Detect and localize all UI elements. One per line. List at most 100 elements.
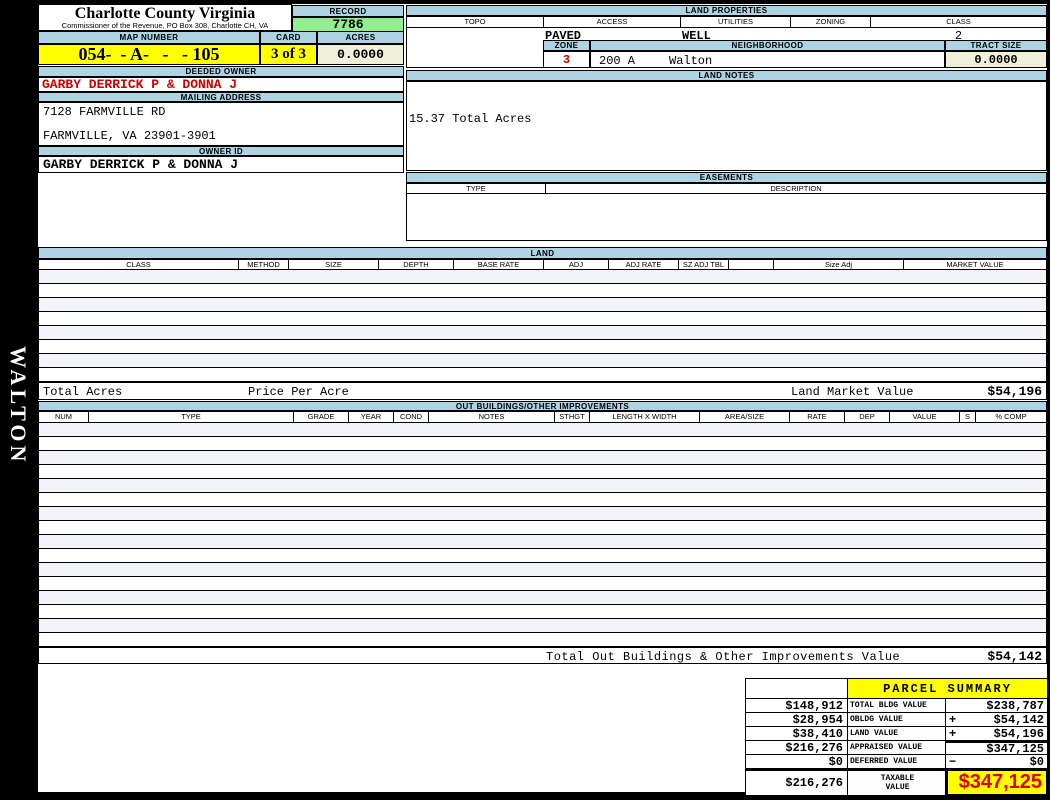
land-properties-column-header: ZONING [791, 17, 871, 27]
land-column-header: MARKET VALUE [946, 260, 1004, 269]
land-properties-title: LAND PROPERTIES [406, 5, 1047, 16]
out-buildings-column-header: % COMP [995, 412, 1027, 421]
out-buildings-total-label: Total Out Buildings & Other Improvements… [546, 650, 901, 664]
land-column-header: SIZE [289, 260, 379, 269]
taxable-label-text: TAXABLE VALUE [880, 774, 915, 792]
empty-row [39, 521, 1046, 535]
empty-row [39, 591, 1046, 605]
out-buildings-column-header: AREA/SIZE [700, 412, 790, 422]
empty-row [39, 284, 1046, 298]
sidebar-vertical-label: WALTON [6, 346, 31, 466]
empty-row [39, 340, 1046, 354]
easements-column-header: DESCRIPTION [770, 184, 822, 193]
utilities-value: WELL [682, 29, 711, 43]
empty-row [39, 619, 1046, 633]
summary-right-value: $238,787 [986, 699, 1044, 713]
easements-column-header: TYPE [407, 184, 546, 194]
empty-row [39, 563, 1046, 577]
zone-label: ZONE [543, 40, 590, 51]
county-subtitle: Commissioner of the Revenue, PO Box 308,… [61, 21, 269, 30]
parcel-summary-title: PARCEL SUMMARY [848, 679, 1048, 699]
card-label: CARD [260, 31, 317, 44]
map-number-value: 054- - A- - - 105 [38, 44, 260, 65]
record-label: RECORD [292, 5, 404, 17]
out-buildings-title: OUT BUILDINGS/OTHER IMPROVEMENTS [38, 401, 1047, 411]
summary-right-cell: $238,787 [946, 699, 1048, 713]
empty-row [39, 507, 1046, 521]
empty-row [39, 465, 1046, 479]
address-line2: FARMVILLE, VA 23901-3901 [43, 129, 216, 143]
out-buildings-column-header: YEAR [349, 412, 394, 422]
out-buildings-table: NUM TYPE GRADE YEAR COND NOTES STHGT LENGTH X W… [38, 411, 1047, 647]
parcel-summary: PARCEL SUMMARY $148,912 TOTAL BLDG VALUE $… [745, 678, 1049, 797]
out-buildings-column-header: S [960, 412, 976, 422]
summary-right-cell: + $54,196 [946, 727, 1048, 741]
property-record-card: Charlotte County Virginia Commissioner o… [38, 4, 1049, 797]
card-value: 3 of 3 [260, 44, 317, 65]
out-buildings-column-header: LENGTH X WIDTH [590, 412, 700, 422]
mailing-address-box: 7128 FARMVILLE RD FARMVILLE, VA 23901-39… [38, 102, 404, 146]
summary-label: APPRAISED VALUE [848, 741, 946, 755]
class-value: 2 [954, 29, 963, 43]
summary-left-value: $148,912 [746, 699, 848, 713]
land-column-header: CLASS [39, 260, 239, 269]
summary-right-cell: $347,125 [946, 741, 1048, 755]
land-column-header: ADJ [544, 260, 609, 269]
empty-row [39, 535, 1046, 549]
summary-left-value: $38,410 [746, 727, 848, 741]
land-note-text: 15.37 Total Acres [409, 112, 532, 126]
summary-right-value: $54,196 [993, 727, 1044, 741]
acres-value: 0.0000 [317, 44, 404, 65]
land-market-value: $54,196 [987, 384, 1042, 399]
summary-right-cell: − $0 [946, 755, 1048, 769]
summary-right-value: $347,125 [986, 741, 1044, 755]
summary-label: DEFERRED VALUE [848, 755, 946, 769]
empty-row [39, 326, 1046, 340]
mailing-address-label: MAILING ADDRESS [38, 92, 404, 102]
map-number-label: MAP NUMBER [38, 31, 260, 44]
deeded-owner-label: DEEDED OWNER [38, 66, 404, 77]
summary-left-value: $216,276 [746, 741, 848, 755]
owner-id-label: OWNER ID [38, 146, 404, 156]
easements-title: EASEMENTS [406, 172, 1047, 183]
zone-value: 3 [543, 51, 590, 68]
land-column-header: ADJ RATE [609, 260, 679, 269]
empty-row [39, 312, 1046, 326]
land-properties-column-header: TOPO [407, 17, 544, 27]
out-buildings-column-header: VALUE [890, 412, 960, 422]
land-column-header: Size Adj [774, 260, 904, 269]
neighborhood-code: 200 A [599, 54, 636, 68]
land-properties-column-header: ACCESS [544, 17, 681, 27]
summary-operator: + [949, 727, 957, 741]
deeded-owner-value: GARBY DERRICK P & DONNA J [38, 77, 404, 92]
price-per-acre-label: Price Per Acre [248, 385, 349, 399]
empty-row [39, 451, 1046, 465]
address-line1: 7128 FARMVILLE RD [43, 105, 166, 119]
total-acres-label: Total Acres [43, 385, 123, 399]
empty-row [39, 270, 1046, 284]
neighborhood-box: 200 A Walton [590, 51, 945, 68]
access-value: PAVED [545, 29, 582, 43]
empty-row [39, 437, 1046, 451]
county-title: Charlotte County Virginia [74, 5, 256, 22]
taxable-left-value: $216,276 [746, 769, 848, 796]
summary-label: OBLDG VALUE [848, 713, 946, 727]
empty-row [39, 354, 1046, 368]
tract-size-value: 0.0000 [945, 51, 1047, 68]
empty-row [39, 368, 1046, 381]
land-column-header: SZ ADJ TBL [679, 260, 729, 269]
county-header-box: Charlotte County Virginia Commissioner o… [38, 4, 292, 31]
easements-box [406, 193, 1047, 241]
land-column-header: BASE RATE [454, 260, 544, 269]
out-buildings-column-header: TYPE [89, 412, 294, 422]
out-buildings-column-header: DEP [845, 412, 890, 422]
out-buildings-column-header: COND [394, 412, 429, 422]
empty-row [39, 423, 1046, 437]
out-buildings-column-header: STHGT [555, 412, 590, 422]
summary-operator: − [949, 755, 957, 769]
land-market-value-label: Land Market Value [791, 385, 914, 399]
empty-row [39, 493, 1046, 507]
empty-row [39, 633, 1046, 646]
empty-row [39, 605, 1046, 619]
acres-label: ACRES [317, 31, 404, 44]
